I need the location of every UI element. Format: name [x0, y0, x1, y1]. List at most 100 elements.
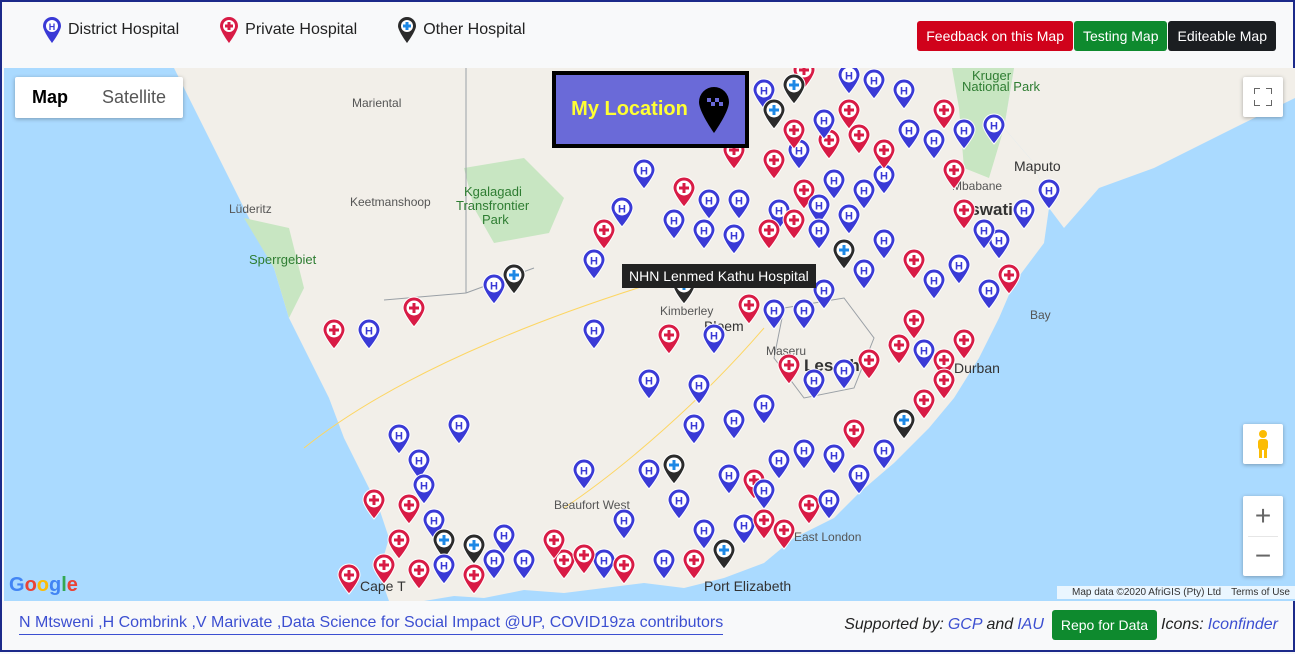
- district-hospital-marker-icon[interactable]: H: [697, 188, 721, 220]
- district-hospital-marker-icon[interactable]: H: [722, 408, 746, 440]
- district-hospital-marker-icon[interactable]: H: [832, 358, 856, 390]
- district-hospital-marker-icon[interactable]: H: [652, 548, 676, 580]
- other-hospital-marker-icon[interactable]: [782, 73, 806, 105]
- district-hospital-marker-icon[interactable]: H: [837, 203, 861, 235]
- district-hospital-marker-icon[interactable]: H: [922, 268, 946, 300]
- private-hospital-marker-icon[interactable]: [887, 333, 911, 365]
- other-hospital-marker-icon[interactable]: [892, 408, 916, 440]
- iconfinder-link[interactable]: Iconfinder: [1207, 616, 1278, 633]
- district-hospital-marker-icon[interactable]: H: [692, 518, 716, 550]
- district-hospital-marker-icon[interactable]: H: [767, 448, 791, 480]
- private-hospital-marker-icon[interactable]: [857, 348, 881, 380]
- district-hospital-marker-icon[interactable]: H: [727, 188, 751, 220]
- district-hospital-marker-icon[interactable]: H: [792, 298, 816, 330]
- district-hospital-marker-icon[interactable]: H: [582, 318, 606, 350]
- district-hospital-marker-icon[interactable]: H: [847, 463, 871, 495]
- private-hospital-marker-icon[interactable]: [952, 328, 976, 360]
- district-hospital-marker-icon[interactable]: H: [422, 508, 446, 540]
- district-hospital-marker-icon[interactable]: H: [817, 488, 841, 520]
- district-hospital-marker-icon[interactable]: H: [582, 248, 606, 280]
- credits-link[interactable]: N Mtsweni ,H Combrink ,V Marivate ,Data …: [19, 614, 724, 635]
- district-hospital-marker-icon[interactable]: H: [572, 458, 596, 490]
- private-hospital-marker-icon[interactable]: [397, 493, 421, 525]
- district-hospital-marker-icon[interactable]: H: [702, 323, 726, 355]
- map-canvas[interactable]: Mariental Lüderitz Keetmanshoop Kgalagad…: [4, 68, 1295, 601]
- district-hospital-marker-icon[interactable]: H: [872, 228, 896, 260]
- district-hospital-marker-icon[interactable]: H: [612, 508, 636, 540]
- private-hospital-marker-icon[interactable]: [402, 296, 426, 328]
- district-hospital-marker-icon[interactable]: H: [1037, 178, 1061, 210]
- private-hospital-marker-icon[interactable]: [572, 543, 596, 575]
- private-hospital-marker-icon[interactable]: [942, 158, 966, 190]
- other-hospital-marker-icon[interactable]: [462, 533, 486, 565]
- private-hospital-marker-icon[interactable]: [772, 518, 796, 550]
- district-hospital-marker-icon[interactable]: H: [687, 373, 711, 405]
- district-hospital-marker-icon[interactable]: H: [812, 278, 836, 310]
- iau-link[interactable]: IAU: [1017, 616, 1044, 633]
- private-hospital-marker-icon[interactable]: [372, 553, 396, 585]
- other-hospital-marker-icon[interactable]: [432, 528, 456, 560]
- district-hospital-marker-icon[interactable]: H: [897, 118, 921, 150]
- private-hospital-marker-icon[interactable]: [902, 308, 926, 340]
- district-hospital-marker-icon[interactable]: H: [637, 458, 661, 490]
- district-hospital-marker-icon[interactable]: H: [752, 393, 776, 425]
- district-hospital-marker-icon[interactable]: H: [972, 218, 996, 250]
- private-hospital-marker-icon[interactable]: [682, 548, 706, 580]
- district-hospital-marker-icon[interactable]: H: [482, 273, 506, 305]
- district-hospital-marker-icon[interactable]: H: [637, 368, 661, 400]
- district-hospital-marker-icon[interactable]: H: [982, 113, 1006, 145]
- district-hospital-marker-icon[interactable]: H: [822, 168, 846, 200]
- district-hospital-marker-icon[interactable]: H: [432, 553, 456, 585]
- district-hospital-marker-icon[interactable]: H: [632, 158, 656, 190]
- district-hospital-marker-icon[interactable]: H: [872, 438, 896, 470]
- district-hospital-marker-icon[interactable]: H: [872, 163, 896, 195]
- fullscreen-button[interactable]: [1243, 77, 1283, 117]
- repo-for-data-button[interactable]: Repo for Data: [1051, 610, 1158, 640]
- district-hospital-marker-icon[interactable]: H: [1012, 198, 1036, 230]
- private-hospital-marker-icon[interactable]: [387, 528, 411, 560]
- district-hospital-marker-icon[interactable]: H: [812, 108, 836, 140]
- private-hospital-marker-icon[interactable]: [552, 548, 576, 580]
- district-hospital-marker-icon[interactable]: H: [822, 443, 846, 475]
- private-hospital-marker-icon[interactable]: [797, 493, 821, 525]
- other-hospital-marker-icon[interactable]: [502, 263, 526, 295]
- district-hospital-marker-icon[interactable]: H: [482, 548, 506, 580]
- other-hospital-marker-icon[interactable]: [712, 538, 736, 570]
- district-hospital-marker-icon[interactable]: H: [512, 548, 536, 580]
- district-hospital-marker-icon[interactable]: H: [892, 78, 916, 110]
- private-hospital-marker-icon[interactable]: [657, 323, 681, 355]
- private-hospital-marker-icon[interactable]: [952, 198, 976, 230]
- district-hospital-marker-icon[interactable]: H: [952, 118, 976, 150]
- private-hospital-marker-icon[interactable]: [672, 176, 696, 208]
- district-hospital-marker-icon[interactable]: H: [592, 548, 616, 580]
- other-hospital-marker-icon[interactable]: [832, 238, 856, 270]
- map-type-satellite-button[interactable]: Satellite: [102, 87, 167, 107]
- private-hospital-marker-icon[interactable]: [337, 563, 361, 595]
- private-hospital-marker-icon[interactable]: [777, 353, 801, 385]
- private-hospital-marker-icon[interactable]: [872, 138, 896, 170]
- district-hospital-marker-icon[interactable]: H: [692, 218, 716, 250]
- private-hospital-marker-icon[interactable]: [462, 563, 486, 595]
- private-hospital-marker-icon[interactable]: [757, 218, 781, 250]
- district-hospital-marker-icon[interactable]: H: [852, 178, 876, 210]
- district-hospital-marker-icon[interactable]: H: [947, 253, 971, 285]
- district-hospital-marker-icon[interactable]: H: [722, 223, 746, 255]
- private-hospital-marker-icon[interactable]: [902, 248, 926, 280]
- gcp-link[interactable]: GCP: [947, 616, 983, 633]
- district-hospital-marker-icon[interactable]: H: [662, 208, 686, 240]
- district-hospital-marker-icon[interactable]: H: [610, 196, 634, 228]
- district-hospital-marker-icon[interactable]: H: [682, 413, 706, 445]
- private-hospital-marker-icon[interactable]: [997, 263, 1021, 295]
- zoom-out-button[interactable]: −: [1254, 540, 1272, 572]
- private-hospital-marker-icon[interactable]: [752, 508, 776, 540]
- testing-map-button[interactable]: Testing Map: [1074, 21, 1168, 51]
- district-hospital-marker-icon[interactable]: H: [837, 68, 861, 95]
- district-hospital-marker-icon[interactable]: H: [357, 318, 381, 350]
- district-hospital-marker-icon[interactable]: H: [732, 513, 756, 545]
- map-type-map-button[interactable]: Map: [32, 87, 68, 107]
- private-hospital-marker-icon[interactable]: [847, 123, 871, 155]
- private-hospital-marker-icon[interactable]: [842, 418, 866, 450]
- terms-link[interactable]: Terms of Use: [1231, 587, 1290, 598]
- district-hospital-marker-icon[interactable]: H: [922, 128, 946, 160]
- private-hospital-marker-icon[interactable]: [782, 118, 806, 150]
